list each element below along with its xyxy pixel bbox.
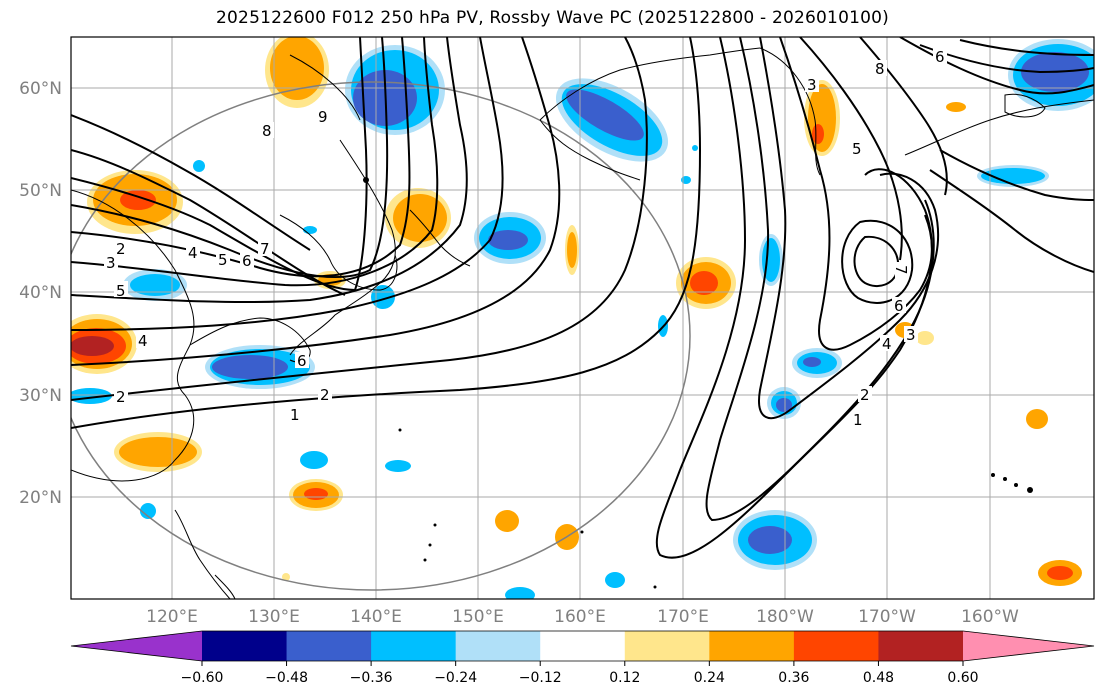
colorbar-tick-label: 0.12 — [609, 670, 640, 686]
colorbar-tick-label: −0.36 — [350, 670, 393, 686]
lon-tick-label: 130°E — [248, 607, 300, 627]
lat-tick-label: 20°N — [19, 488, 62, 508]
contour-label: 1 — [290, 406, 300, 424]
colorbar-segment — [709, 631, 795, 661]
lon-tick-label: 170°W — [858, 607, 916, 627]
contour-label-group: 9 8 7 6 5 4 3 2 1 6 5 4 3 2 — [104, 48, 947, 429]
contour-label: 1 — [853, 411, 863, 429]
lon-tick-label: 160°E — [554, 607, 606, 627]
map-area: 9 8 7 6 5 4 3 2 1 6 5 4 3 2 — [71, 37, 1094, 599]
lon-tick-label: 160°W — [961, 607, 1019, 627]
colorbar-tick-label: −0.12 — [519, 670, 562, 686]
lon-tick-label: 150°E — [452, 607, 504, 627]
colorbar-tick-label: 0.24 — [694, 670, 725, 686]
contour-label: 6 — [894, 297, 904, 315]
lat-tick-label: 50°N — [19, 181, 62, 201]
chart-title: 2025122600 F012 250 hPa PV, Rossby Wave … — [216, 8, 889, 28]
colorbar-tick-label: −0.24 — [434, 670, 477, 686]
contour-label: 2 — [116, 388, 126, 406]
contour-label: 9 — [318, 108, 328, 126]
colorbar-segment — [371, 631, 457, 661]
contour-label: 2 — [860, 386, 870, 404]
pv-contours — [71, 37, 1094, 559]
contour-label: 3 — [106, 254, 116, 272]
map-frame — [70, 36, 1095, 600]
lon-tick-label: 180°W — [756, 607, 814, 627]
colorbar-tick-label: 0.60 — [947, 670, 978, 686]
gridlines — [71, 37, 1094, 599]
contour-label: 6 — [935, 48, 945, 66]
colorbar-segment — [793, 631, 879, 661]
lat-tick-label: 60°N — [19, 79, 62, 99]
lon-tick-label: 140°E — [350, 607, 402, 627]
colorbar: −0.60 −0.48 −0.36 −0.24 −0.12 0.12 0.24 0.36 0.4… — [70, 630, 1095, 686]
colorbar-tick-label: −0.48 — [265, 670, 308, 686]
lon-tick-label: 120°E — [146, 607, 198, 627]
contour-label: 6 — [297, 352, 307, 370]
colorbar-segment — [455, 631, 541, 661]
contour-label: 5 — [218, 251, 228, 269]
colorbar-tick-label: 0.48 — [863, 670, 894, 686]
colorbar-segment — [202, 631, 288, 661]
contour-label: 6 — [242, 252, 252, 270]
contour-label: 7 — [892, 265, 910, 275]
colorbar-extend-min — [71, 631, 202, 661]
colorbar-tick-label: 0.36 — [778, 670, 809, 686]
contour-label: 3 — [906, 326, 916, 344]
contour-label: 5 — [116, 282, 126, 300]
contour-label: 4 — [138, 332, 148, 350]
colorbar-segment — [286, 631, 372, 661]
contour-label: 4 — [882, 335, 892, 353]
lat-tick-label: 30°N — [19, 386, 62, 406]
contour-label: 8 — [875, 60, 885, 78]
contour-label: 5 — [852, 140, 862, 158]
contour-label: 4 — [188, 244, 198, 262]
radius-circle — [71, 81, 691, 591]
contour-label: 3 — [807, 76, 817, 94]
colorbar-extend-max — [963, 631, 1094, 661]
lon-axis: 120°E 130°E 140°E 150°E 160°E 170°E 180°… — [146, 607, 1019, 627]
contour-label: 8 — [262, 122, 272, 140]
contour-label: 7 — [260, 240, 270, 258]
colorbar-segment — [878, 631, 964, 661]
colorbar-segment — [540, 631, 626, 661]
lat-tick-label: 40°N — [19, 283, 62, 303]
colorbar-tick-label: −0.60 — [181, 670, 224, 686]
contour-label: 2 — [116, 240, 126, 258]
colorbar-segment — [624, 631, 710, 661]
lat-axis: 60°N 50°N 40°N 30°N 20°N — [19, 79, 62, 508]
contour-label: 2 — [320, 386, 330, 404]
lon-tick-label: 170°E — [657, 607, 709, 627]
